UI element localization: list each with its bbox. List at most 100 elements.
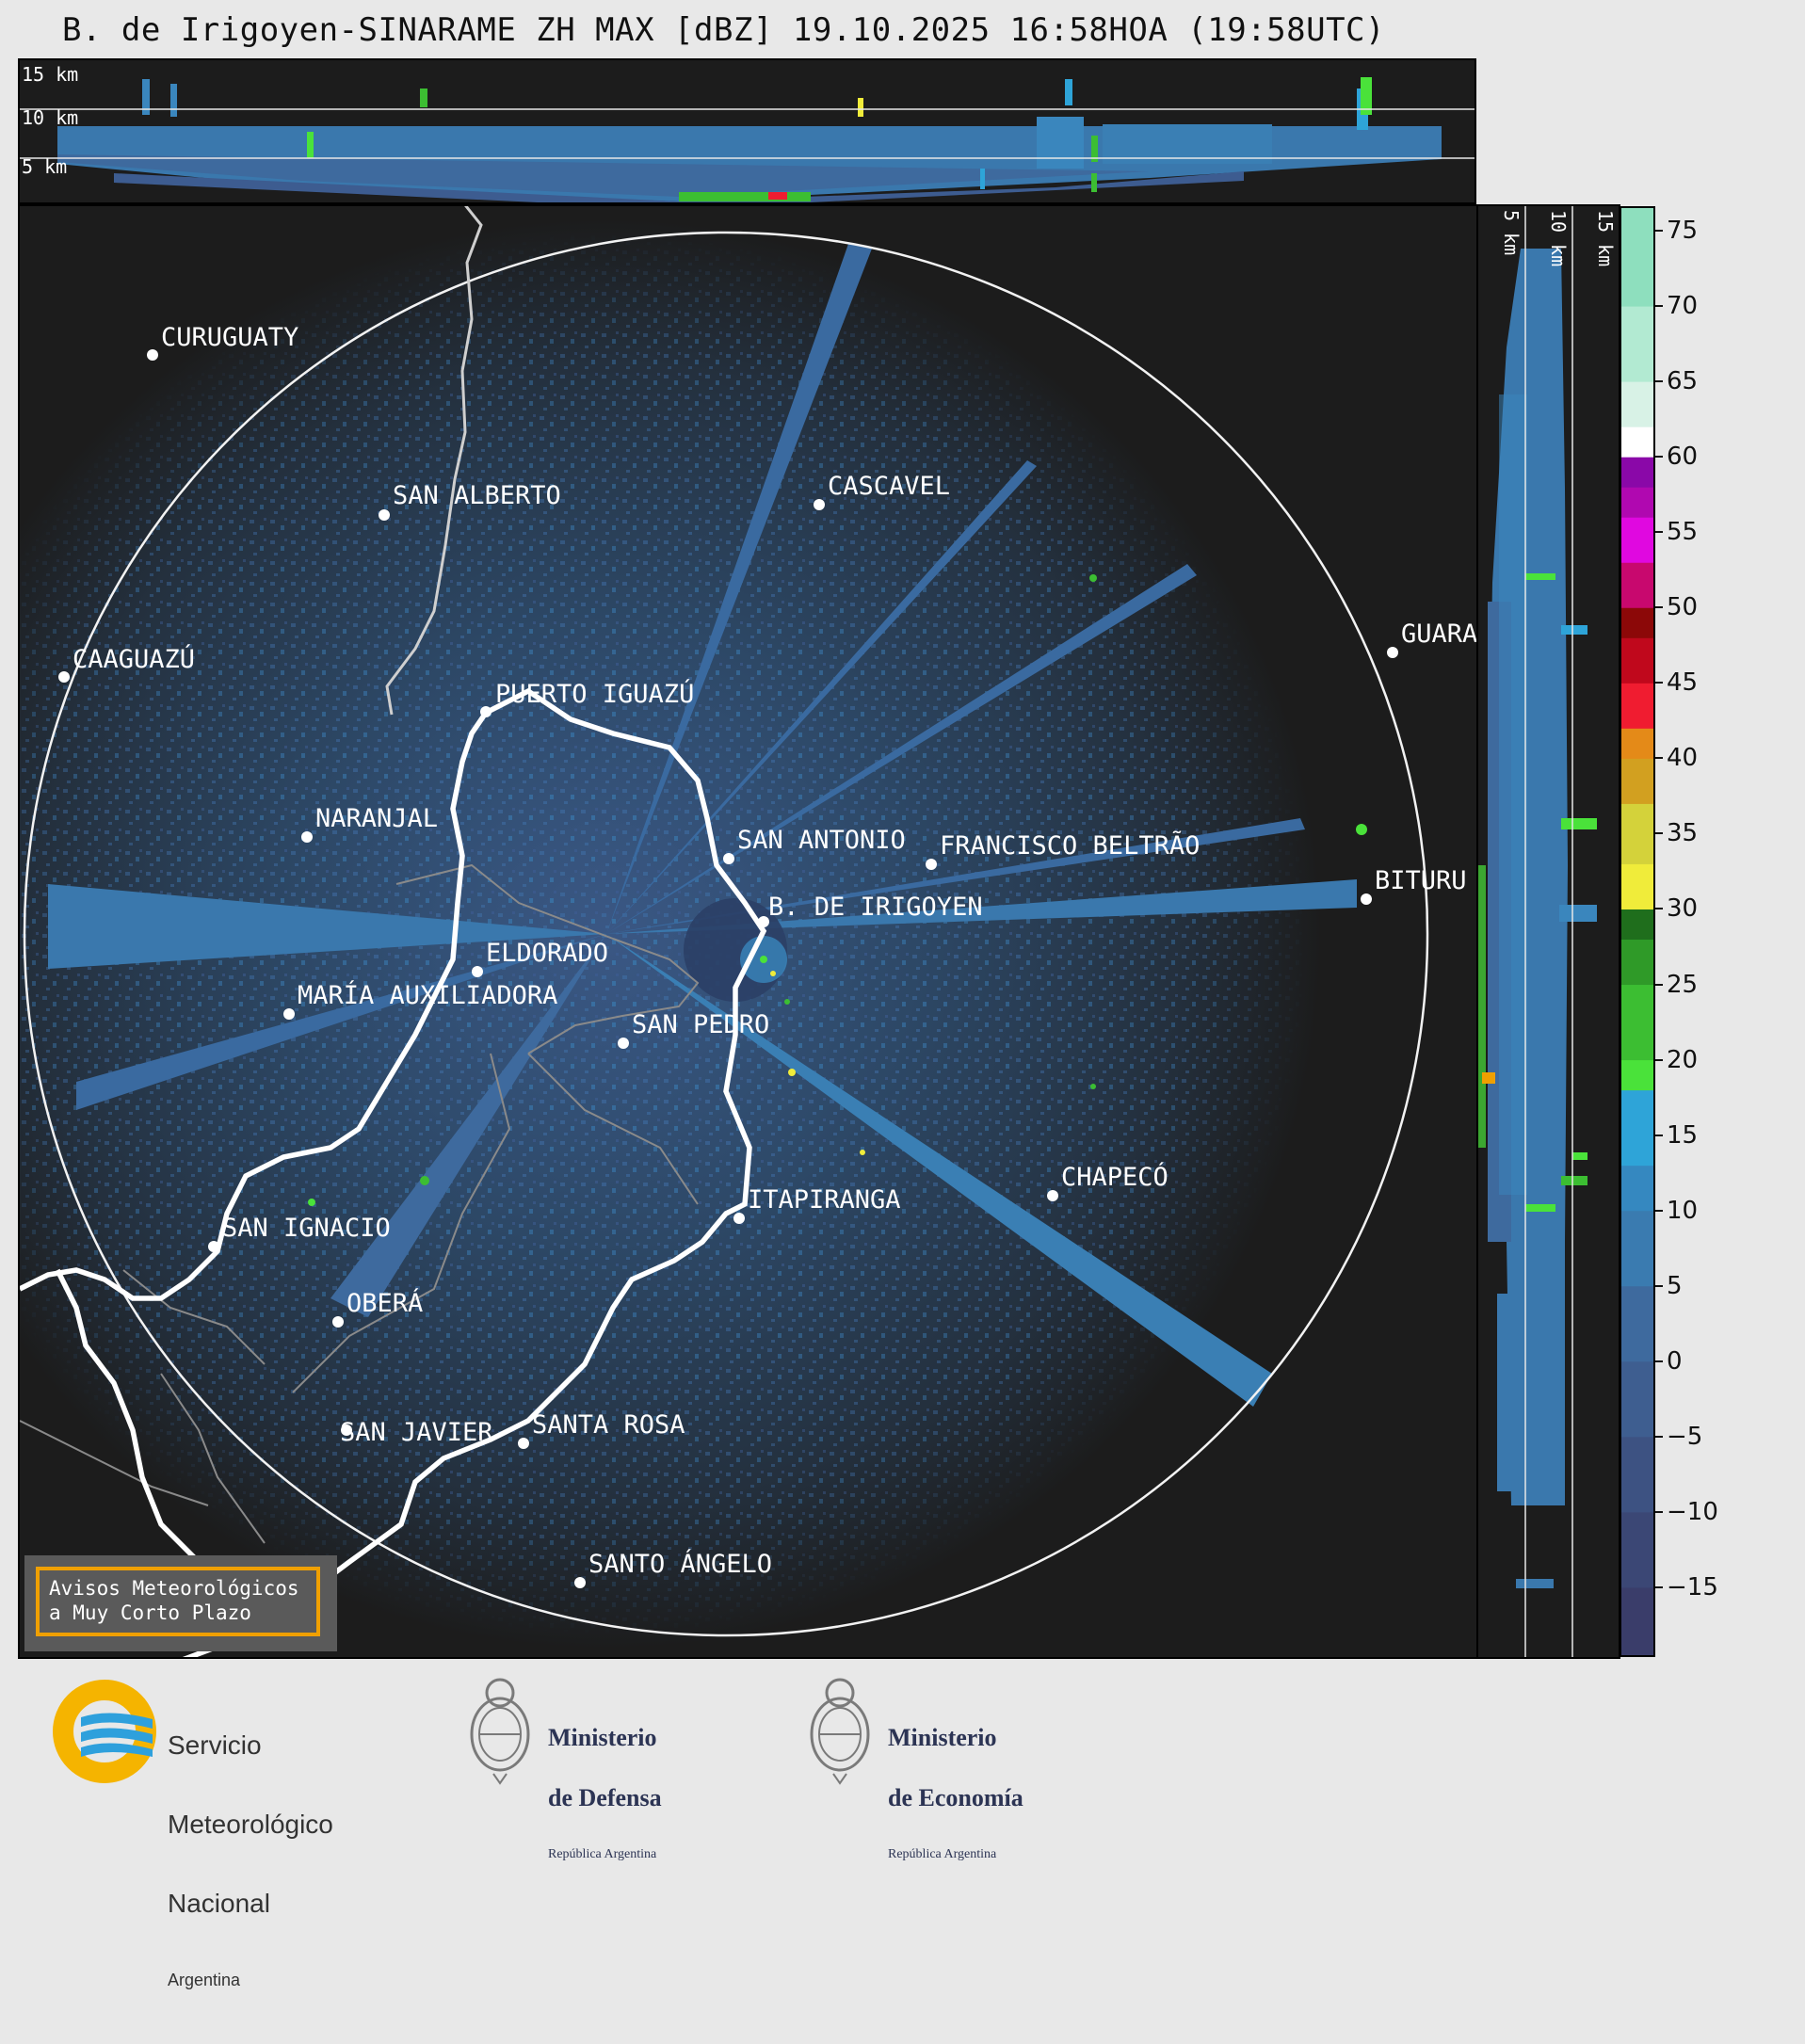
svg-text:ELDORADO: ELDORADO [486,939,608,968]
city-bituru[interactable]: BITURU [1361,866,1467,905]
svg-text:SAN ANTONIO: SAN ANTONIO [737,826,906,855]
colorbar-tick-mark [1655,380,1663,383]
colorbar-band [1621,1436,1653,1513]
economia-line1: Ministerio [888,1724,997,1751]
svg-text:CASCAVEL: CASCAVEL [828,472,950,501]
city-santo-angelo[interactable]: SANTO ÁNGELO [574,1549,772,1588]
smn-line4: Argentina [168,1971,241,1989]
colorbar-tick-mark [1655,1134,1663,1136]
colorbar-band [1621,487,1653,518]
city-san-pedro[interactable]: SAN PEDRO [618,1010,769,1049]
colorbar-tick-label: 45 [1667,668,1699,698]
svg-text:BITURU: BITURU [1375,866,1467,895]
city-naranjal[interactable]: NARANJAL [301,804,438,843]
colorbar-tick-mark [1655,1435,1663,1438]
colorbar-tick-label: 75 [1667,217,1699,246]
side-echo-band [1478,249,1597,1588]
city-cascavel[interactable]: CASCAVEL [814,472,950,510]
colorbar-tick-mark [1655,832,1663,835]
colorbar-tick-label: −5 [1667,1422,1703,1451]
colorbar-band [1621,1059,1653,1091]
border-lines [20,206,767,1657]
colorbar-tick-mark [1655,983,1663,986]
colorbar-band [1621,306,1653,382]
city-guara[interactable]: GUARA [1387,620,1477,658]
svg-text:SAN JAVIER: SAN JAVIER [340,1418,493,1447]
footer-logos: Servicio Meteorológico Nacional Argentin… [0,1659,1805,1989]
radar-map[interactable]: CURUGUATY SAN ALBERTO CASCAVEL CAAGUAZÚ … [18,204,1478,1659]
colorbar-tick-label: −10 [1667,1497,1718,1526]
colorbar-tick-label: 30 [1667,894,1699,924]
radar-echoes [20,206,1476,1657]
city-eldorado[interactable]: ELDORADO [472,939,608,977]
colorbar-tick-mark [1655,606,1663,609]
svg-text:MARÍA AUXILIADORA: MARÍA AUXILIADORA [298,980,557,1010]
side-cross-section-panel: 5 km 10 km 15 km [1476,204,1620,1659]
colorbar-tick-mark [1655,531,1663,534]
colorbar-band [1621,517,1653,563]
top-cross-section-panel: 15 km 10 km 5 km [18,58,1476,204]
colorbar-band [1621,683,1653,729]
defensa-line2: de Defensa [548,1784,662,1811]
warnings-line1: Avisos Meteorológicos [49,1577,299,1600]
colorbar-tick-label: 15 [1667,1120,1699,1150]
colorbar-band [1621,939,1653,986]
colorbar-band [1621,863,1653,909]
city-san-alberto[interactable]: SAN ALBERTO [379,481,561,521]
range-ring [23,231,1429,1637]
defensa-logo: Ministerio de Defensa República Argentin… [465,1668,710,1861]
top-height-5km: 5 km [22,155,67,178]
city-san-ignacio[interactable]: SAN IGNACIO [208,1214,391,1252]
city-curuguaty[interactable]: CURUGUATY [147,323,298,361]
colorbar-band [1621,758,1653,804]
city-itapiranga[interactable]: ITAPIRANGA [733,1185,901,1224]
city-maria-auxiliadora[interactable]: MARÍA AUXILIADORA [283,980,557,1020]
colorbar-tick-mark [1655,456,1663,459]
svg-text:B. DE IRIGOYEN: B. DE IRIGOYEN [768,893,983,922]
colorbar-tick-label: 60 [1667,443,1699,472]
colorbar-tick-label: 35 [1667,819,1699,848]
svg-text:NARANJAL: NARANJAL [315,804,438,833]
colorbar-band [1621,637,1653,684]
svg-text:ITAPIRANGA: ITAPIRANGA [748,1185,901,1215]
city-obera[interactable]: OBERÁ [332,1288,423,1328]
svg-text:CAAGUAZÚ: CAAGUAZÚ [73,644,195,674]
colorbar-tick-label: 5 [1667,1271,1683,1300]
city-b-de-irigoyen[interactable]: B. DE IRIGOYEN [758,893,983,927]
colorbar-band [1621,607,1653,638]
colorbar-band [1621,381,1653,427]
colorbar-tick-label: 20 [1667,1045,1699,1074]
svg-text:OBERÁ: OBERÁ [346,1288,423,1318]
coat-of-arms-icon [810,1678,870,1785]
svg-text:CURUGUATY: CURUGUATY [161,323,298,352]
colorbar-tick-label: 0 [1667,1346,1683,1376]
svg-text:FRANCISCO BELTRÃO: FRANCISCO BELTRÃO [940,830,1200,861]
city-san-javier[interactable]: SAN JAVIER [340,1418,493,1447]
colorbar-band [1621,803,1653,864]
colorbar-tick-label: 10 [1667,1196,1699,1225]
smn-line1: Servicio [168,1730,262,1760]
defensa-line1: Ministerio [548,1724,657,1751]
colorbar-tick-mark [1655,908,1663,910]
colorbar-tick-label: 50 [1667,593,1699,622]
side-height-15km: 15 km [1594,210,1617,266]
colorbar-tick-mark [1655,682,1663,684]
colorbar-tick-mark [1655,305,1663,308]
top-height-10km: 10 km [22,106,78,129]
city-san-antonio[interactable]: SAN ANTONIO [723,826,906,864]
colorbar-band [1621,909,1653,941]
city-caaguazu[interactable]: CAAGUAZÚ [58,644,195,683]
top-echo-band [57,77,1442,202]
colorbar-band [1621,984,1653,1061]
city-chapeco[interactable]: CHAPECÓ [1047,1162,1168,1201]
city-santa-rosa[interactable]: SANTA ROSA [518,1410,685,1449]
city-puerto-iguazu[interactable]: PUERTO IGUAZÚ [480,679,694,717]
economia-line3: República Argentina [888,1847,997,1861]
city-francisco-beltrao[interactable]: FRANCISCO BELTRÃO [926,830,1200,870]
svg-text:SANTO ÁNGELO: SANTO ÁNGELO [588,1549,772,1579]
colorbar-tick-label: 55 [1667,518,1699,547]
colorbar-tick-mark [1655,757,1663,760]
colorbar-band [1621,1360,1653,1438]
colorbar-tick-mark [1655,1058,1663,1061]
colorbar-band [1621,427,1653,458]
